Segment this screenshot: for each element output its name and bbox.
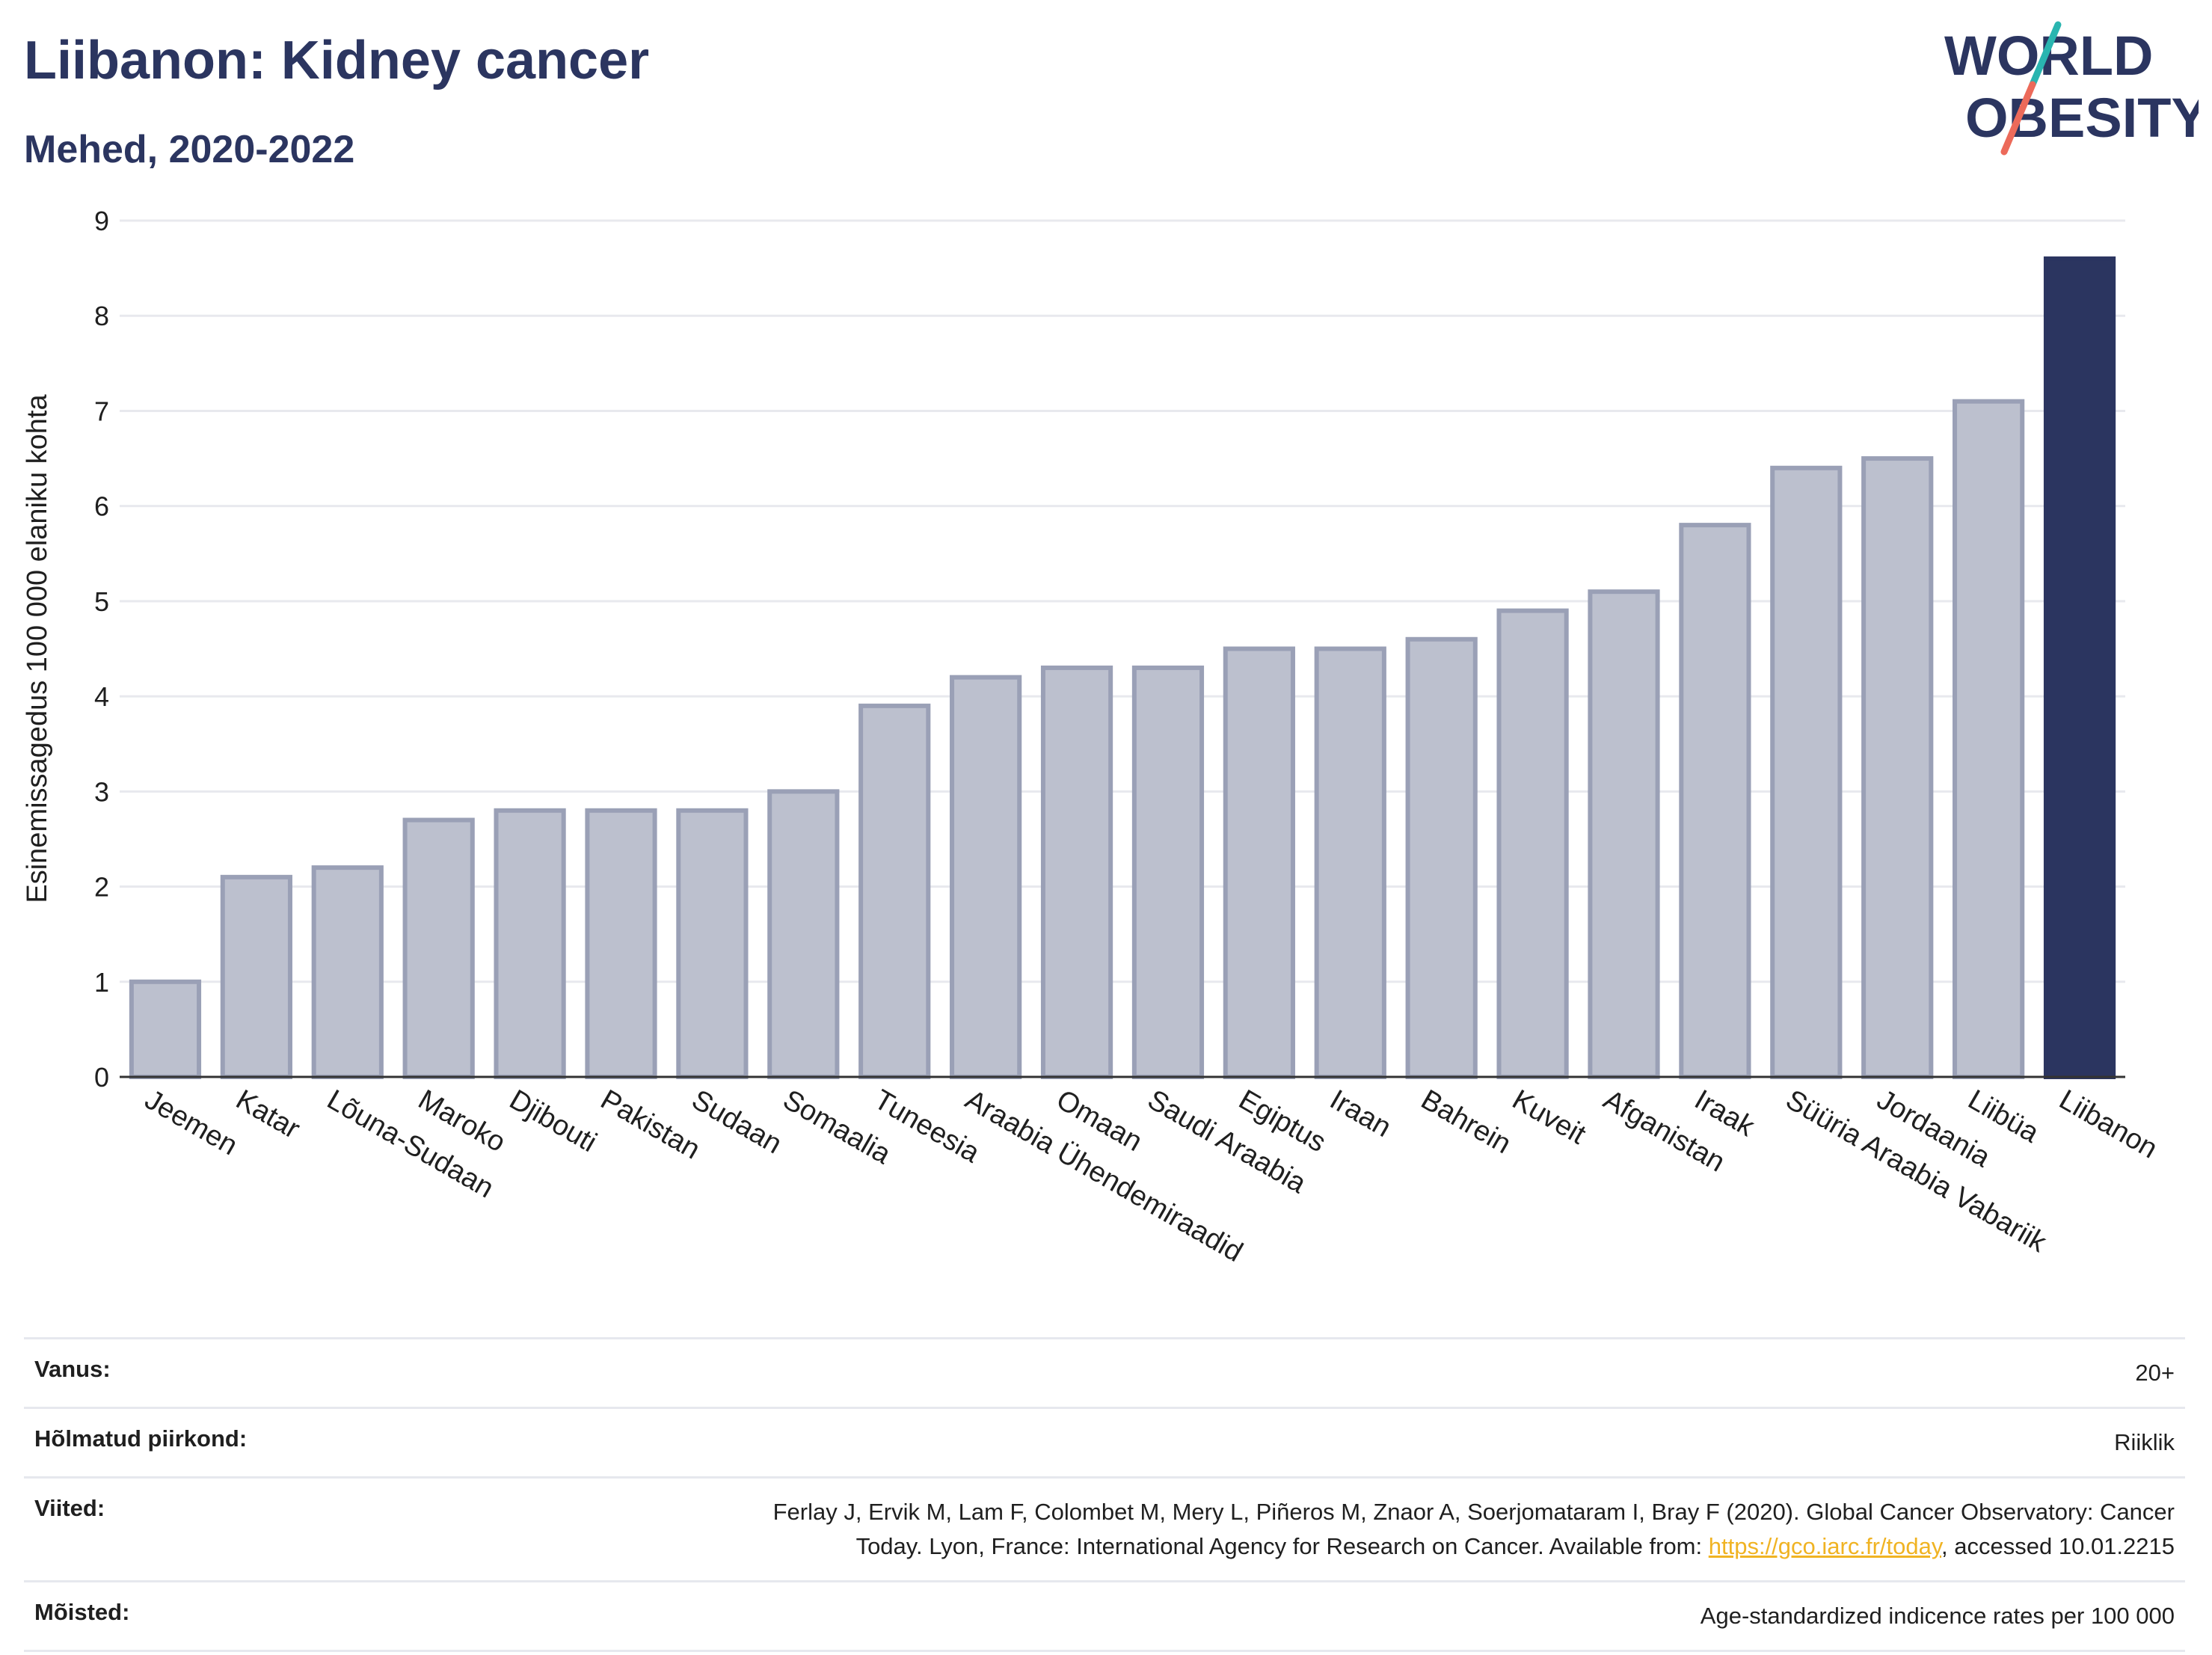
x-tick-label: Djibouti (504, 1084, 602, 1158)
x-tick-label: Jeemen (139, 1084, 242, 1161)
info-row-definitions: Mõisted: Age-standardized indicence rate… (24, 1580, 2185, 1652)
bar-pakistan (585, 808, 657, 1080)
age-value: 20+ (314, 1337, 2185, 1408)
bar-maroko (402, 817, 475, 1079)
x-tick-label: Iraan (1324, 1084, 1396, 1143)
x-tick-label: Liibanon (2054, 1084, 2163, 1164)
x-tick-label: Pakistan (595, 1084, 705, 1165)
y-tick-label: 6 (94, 491, 109, 522)
bar-araabia-hendemiraadid (950, 675, 1022, 1079)
y-tick-label: 2 (94, 872, 109, 903)
bar-somaalia (767, 789, 840, 1080)
info-row-references: Viited: Ferlay J, Ervik M, Lam F, Colomb… (24, 1476, 2185, 1582)
logo-line1: WORLD (1944, 25, 2154, 87)
y-tick-label: 1 (94, 967, 109, 998)
bar-katar (220, 874, 292, 1080)
bars (129, 256, 2116, 1080)
x-tick-label: Bahrein (1416, 1084, 1516, 1160)
y-tick-label: 8 (94, 301, 109, 331)
bar-iraan (1314, 646, 1386, 1079)
bar-s-ria-araabia-vabariik (1770, 465, 1843, 1079)
refs-text-2: Today. Lyon, France: International Agenc… (855, 1533, 1709, 1559)
y-tick-label: 4 (94, 681, 109, 712)
bar-kuveit (1496, 608, 1569, 1079)
refs-text-3: , accessed 10.01.2215 (1941, 1533, 2175, 1559)
logo-slash-teal (2029, 21, 2062, 88)
bar-egiptus (1223, 646, 1295, 1079)
logo-slash-coral (2000, 81, 2036, 156)
y-tick-label: 9 (94, 206, 109, 236)
bar-tuneesia (858, 703, 931, 1079)
chart-subtitle: Mehed, 2020-2022 (24, 128, 355, 171)
refs-link[interactable]: https://gco.iarc.fr/today (1708, 1533, 1942, 1559)
bar-saudi-araabia (1131, 665, 1205, 1079)
bar-jordaania (1861, 456, 1934, 1079)
x-tick-label: Sudaan (686, 1084, 787, 1160)
y-axis-label: Esinemissagedus 100 000 elaniku kohta (22, 394, 53, 903)
bar-liib-a (1953, 399, 2025, 1079)
y-axis-ticks: 0 1 2 3 4 5 6 7 8 9 (94, 206, 109, 1093)
x-tick-label: Kuveit (1507, 1084, 1591, 1150)
bar-iraak (1679, 523, 1751, 1079)
bar-omaan (1040, 665, 1113, 1079)
defs-label: Mõisted: (24, 1580, 314, 1652)
refs-text-1: Ferlay J, Ervik M, Lam F, Colombet M, Me… (772, 1499, 2175, 1525)
world-obesity-logo: WORLD OBESITY (1944, 21, 2199, 156)
bar-djibouti (494, 808, 566, 1080)
bar-sudaan (676, 808, 749, 1080)
bar-l-una-sudaan (311, 865, 384, 1079)
age-label: Vanus: (24, 1337, 314, 1408)
bar-liibanon (2043, 256, 2116, 1079)
info-row-age: Vanus: 20+ (24, 1337, 2185, 1408)
bar-jeemen (129, 979, 202, 1080)
chart-title: Liibanon: Kidney cancer (24, 31, 650, 90)
region-label: Hõlmatud piirkond: (24, 1407, 314, 1478)
refs-label: Viited: (24, 1476, 314, 1582)
y-tick-label: 5 (94, 586, 109, 617)
y-tick-label: 7 (94, 396, 109, 426)
refs-value: Ferlay J, Ervik M, Lam F, Colombet M, Me… (314, 1476, 2185, 1582)
info-row-region: Hõlmatud piirkond: Riiklik (24, 1407, 2185, 1478)
y-tick-label: 3 (94, 776, 109, 807)
x-tick-label: Saudi Araabia (1142, 1084, 1312, 1200)
info-table: Vanus: 20+ Hõlmatud piirkond: Riiklik Vi… (24, 1337, 2185, 1652)
region-value: Riiklik (314, 1407, 2185, 1478)
bar-bahrein (1405, 636, 1478, 1079)
defs-value: Age-standardized indicence rates per 100… (314, 1580, 2185, 1652)
bar-afganistan (1588, 589, 1660, 1079)
y-tick-label: 0 (94, 1062, 109, 1093)
logo-line2: OBESITY (1965, 87, 2199, 149)
